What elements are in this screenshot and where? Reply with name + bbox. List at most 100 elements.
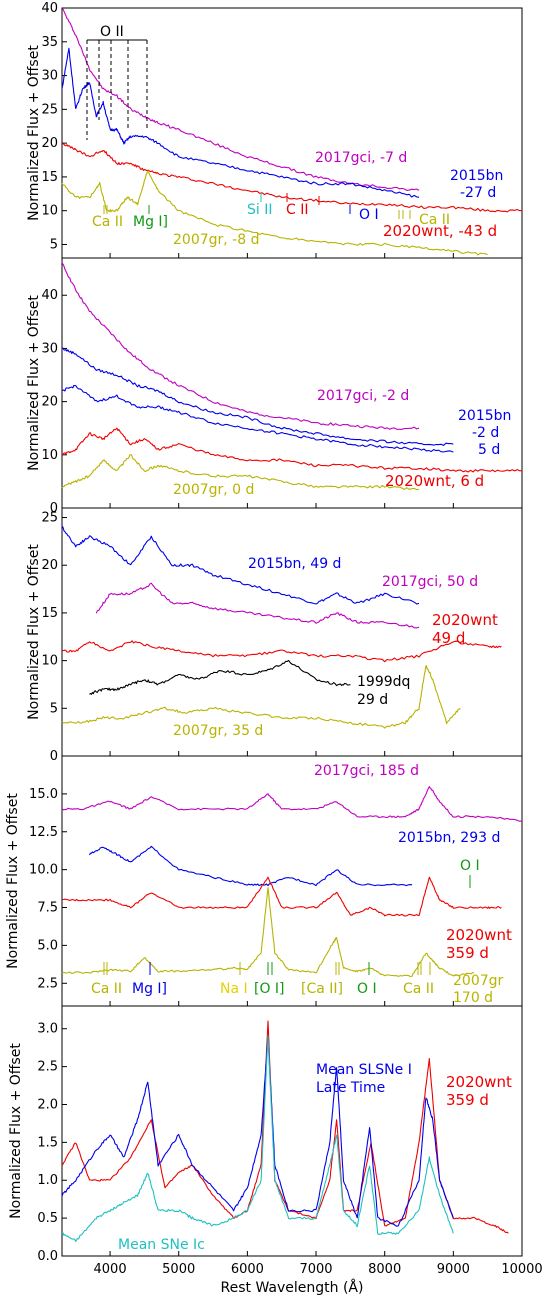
label-2007gr-170d: 170 d bbox=[453, 990, 493, 1006]
label-2007gr-0: 2007gr, 0 d bbox=[173, 482, 254, 498]
series-line bbox=[61, 640, 502, 663]
series-line bbox=[95, 582, 420, 629]
y-tick-label: 40 bbox=[41, 1, 58, 16]
panel-1-series bbox=[61, 8, 523, 256]
series-line bbox=[61, 665, 461, 729]
panel-2: 0 10 20 30 40 Normalized Flux + Offset 2017g… bbox=[26, 257, 523, 516]
label-2020wnt-49: 2020wnt bbox=[432, 611, 498, 629]
panel-4-line-ticks bbox=[103, 962, 431, 975]
y-tick-label: 0.0 bbox=[37, 1249, 58, 1264]
mg-i-label-1: Mg I] bbox=[133, 214, 168, 230]
o-i-label-1: O I bbox=[359, 207, 379, 223]
label-2020wnt-359d-p5: 359 d bbox=[446, 1091, 489, 1109]
panel-3-y-ticks: 0 5 10 15 20 25 bbox=[41, 511, 454, 764]
label-2007gr-35: 2007gr, 35 d bbox=[173, 723, 263, 739]
y-tick-label: 3.0 bbox=[37, 1022, 58, 1037]
series-line bbox=[61, 347, 454, 446]
series-line bbox=[61, 454, 420, 491]
label-mean-sne-ic: Mean SNe Ic bbox=[118, 1237, 205, 1253]
series-line bbox=[61, 876, 502, 917]
na-i-label-p4: Na I bbox=[220, 981, 248, 997]
label-late-time: Late Time bbox=[316, 1080, 385, 1096]
label-2015bn-49: 2015bn, 49 d bbox=[248, 556, 341, 572]
series-line bbox=[61, 786, 522, 822]
y-tick-label: 1.5 bbox=[37, 1135, 58, 1150]
label-2015bn-293: 2015bn, 293 d bbox=[398, 830, 500, 846]
series-line bbox=[61, 47, 420, 198]
panel-4-ylabel: Normalized Flux + Offset bbox=[5, 793, 21, 969]
label-2020wnt-49d: 49 d bbox=[432, 629, 465, 647]
label-2007gr-m8: 2007gr, -8 d bbox=[173, 232, 259, 248]
y-tick-label: 12.5 bbox=[29, 825, 58, 840]
series-line bbox=[61, 427, 523, 473]
label-2017gci-50: 2017gci, 50 d bbox=[382, 574, 478, 590]
o-i-label-p4: O I bbox=[357, 981, 377, 997]
series-line bbox=[61, 384, 454, 453]
label-2017gci-m2: 2017gci, -2 d bbox=[317, 388, 409, 404]
label-2007gr-170: 2007gr bbox=[453, 973, 504, 989]
y-tick-label: 15.0 bbox=[29, 787, 58, 802]
label-2015bn-5: 5 d bbox=[478, 442, 500, 458]
panel-3: 0 5 10 15 20 25 Normalized Flux + Offset 2015… bbox=[26, 507, 523, 764]
y-tick-label: 5.0 bbox=[37, 938, 58, 953]
y-tick-label: 0.5 bbox=[37, 1211, 58, 1226]
y-tick-label: 35 bbox=[41, 35, 58, 50]
x-tick-label: 5000 bbox=[162, 1262, 195, 1277]
x-tick-label: 8000 bbox=[368, 1262, 401, 1277]
label-2015bn-2: 2015bn bbox=[458, 408, 511, 424]
c-ii-label: C II bbox=[286, 202, 308, 218]
y-tick-label: 2.0 bbox=[37, 1097, 58, 1112]
y-tick-label: 30 bbox=[41, 341, 58, 356]
y-tick-label: 10 bbox=[41, 448, 58, 463]
ca-ii-label-p4: Ca II bbox=[91, 981, 122, 997]
y-tick-label: 10 bbox=[41, 654, 58, 669]
x-tick-label: 4000 bbox=[94, 1262, 127, 1277]
y-tick-label: 7.5 bbox=[37, 901, 58, 916]
y-tick-label: 0 bbox=[50, 501, 58, 516]
series-line bbox=[89, 845, 413, 887]
y-tick-label: 25 bbox=[41, 102, 58, 117]
y-tick-label: 15 bbox=[41, 606, 58, 621]
y-tick-label: 5 bbox=[50, 701, 58, 716]
ca-ii-forbidden-label-p4: [Ca II] bbox=[301, 981, 343, 997]
y-tick-label: 1.0 bbox=[37, 1173, 58, 1188]
label-2020wnt-359d-p4: 359 d bbox=[446, 944, 489, 962]
series-line bbox=[89, 659, 351, 695]
panel-1: 5 10 15 20 25 30 35 40 Normalized Flux + Offset… bbox=[26, 1, 523, 259]
o-i-forbidden-label-p4: [O I] bbox=[254, 981, 285, 997]
y-tick-label: 40 bbox=[41, 288, 58, 303]
label-2017gci-185: 2017gci, 185 d bbox=[314, 763, 419, 779]
x-tick-label: 6000 bbox=[231, 1262, 264, 1277]
x-tick-label: 10000 bbox=[501, 1262, 542, 1277]
o-ii-line-markers bbox=[86, 39, 148, 140]
x-axis-label: Rest Wavelength (Å) bbox=[221, 1279, 364, 1296]
y-tick-label: 15 bbox=[41, 170, 58, 185]
panel-5-series bbox=[61, 1020, 509, 1243]
series-line bbox=[61, 170, 488, 256]
y-tick-label: 30 bbox=[41, 69, 58, 84]
y-tick-label: 25 bbox=[41, 511, 58, 526]
label-2020wnt-m43: 2020wnt, -43 d bbox=[383, 222, 497, 240]
series-line bbox=[61, 887, 474, 978]
panel-4-frame bbox=[61, 755, 523, 1007]
panel-5-ylabel: Normalized Flux + Offset bbox=[8, 1043, 24, 1219]
x-tick-label: 7000 bbox=[299, 1262, 332, 1277]
panel-2-series bbox=[61, 261, 523, 491]
panel-3-series bbox=[61, 525, 502, 729]
y-tick-label: 2.5 bbox=[37, 976, 58, 991]
panel-1-frame bbox=[61, 7, 523, 259]
series-line bbox=[61, 261, 420, 430]
y-tick-label: 5 bbox=[50, 237, 58, 252]
o-i-label-top: O I bbox=[460, 858, 480, 874]
panel-3-ylabel: Normalized Flux + Offset bbox=[26, 544, 42, 720]
label-2015bn: 2015bn bbox=[450, 168, 503, 184]
panel-1-line-ticks bbox=[103, 193, 411, 219]
series-line bbox=[61, 1035, 454, 1243]
y-tick-label: 20 bbox=[41, 395, 58, 410]
ca-ii-label-1: Ca II bbox=[92, 214, 123, 230]
series-line bbox=[61, 8, 420, 191]
series-line bbox=[61, 143, 523, 213]
label-1999dq: 1999dq bbox=[357, 674, 410, 690]
x-tick-label: 9000 bbox=[437, 1262, 470, 1277]
y-tick-label: 10 bbox=[41, 204, 58, 219]
